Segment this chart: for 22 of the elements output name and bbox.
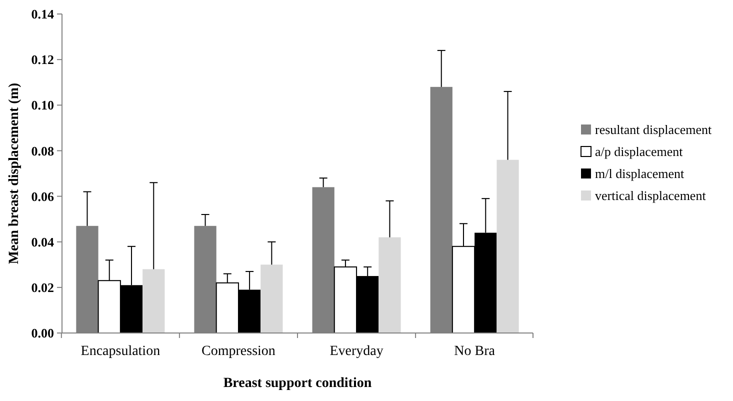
x-tick-label: Everyday <box>330 344 384 359</box>
y-tick-label: 0.12 <box>31 52 54 68</box>
bar <box>142 269 165 333</box>
y-tick-label: 0.06 <box>31 188 54 204</box>
x-tick-label: Encapsulation <box>80 344 160 359</box>
bar <box>378 237 401 333</box>
y-tick-label: 0.02 <box>31 280 54 295</box>
bar <box>496 160 519 333</box>
legend-label: a/p displacement <box>595 144 684 160</box>
bar <box>260 264 283 333</box>
legend-label: m/l displacement <box>595 166 685 182</box>
y-tick-label: 0.14 <box>31 6 54 22</box>
y-axis-title: Mean breast displacement (m) <box>7 82 22 264</box>
y-tick-label: 0.00 <box>31 326 54 341</box>
y-tick-label: 0.10 <box>31 98 54 113</box>
y-tick-label: 0.04 <box>31 234 54 250</box>
legend-label: resultant displacement <box>595 122 712 138</box>
y-tick-label: 0.08 <box>31 143 54 158</box>
x-axis-title: Breast support condition <box>223 376 372 391</box>
x-tick-label: No Bra <box>454 344 496 359</box>
x-tick-label: Compression <box>202 344 276 359</box>
legend-label: vertical displacement <box>595 188 706 204</box>
